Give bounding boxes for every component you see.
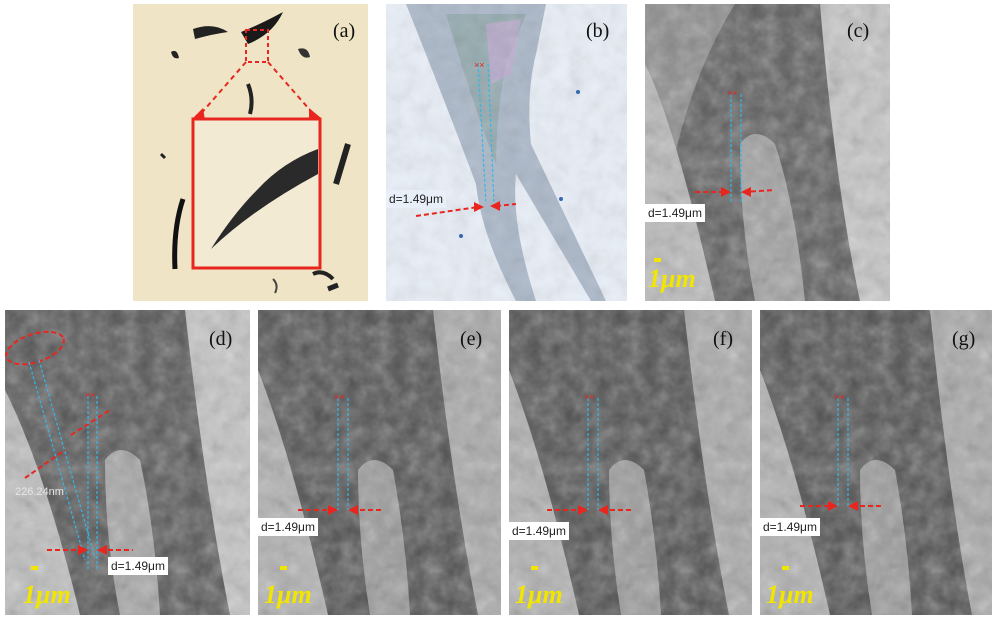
svg-text:××: ××: [727, 88, 738, 98]
panel-g-image: ××: [760, 310, 992, 615]
panel-a-image: [133, 4, 368, 301]
panel-f-scale-label: 1μm: [515, 580, 563, 609]
svg-text:××: ××: [334, 392, 345, 402]
panel-d-scale-bar: [31, 566, 38, 570]
panel-c-scale-bar: [654, 258, 661, 262]
panel-d-annotation: 226.24nm: [15, 486, 64, 498]
panel-e-label: (e): [460, 328, 483, 350]
panel-a-optical-overview: (a): [133, 4, 368, 301]
panel-c-measurement: d=1.49μm: [645, 204, 705, 222]
panel-b-optical-image: ×× (b) d=1.49μm: [386, 4, 627, 301]
panel-c-scale-label: 1μm: [648, 264, 696, 293]
panel-c-label: (c): [847, 20, 870, 42]
panel-b-measurement: d=1.49μm: [386, 190, 446, 208]
panel-a-label: (a): [333, 20, 356, 42]
panel-d-hologram: ×× (d) 226.24nm d=1.49μm 1μm: [5, 310, 250, 615]
panel-c-hologram: ×× (c) d=1.49μm 1μm: [645, 4, 890, 301]
panel-d-measurement: d=1.49μm: [108, 557, 168, 575]
panel-f-label: (f): [713, 328, 733, 350]
svg-text:××: ××: [474, 60, 485, 70]
panel-g-scale-label: 1μm: [766, 580, 814, 609]
panel-e-scale-bar: [280, 566, 287, 570]
panel-b-image: ××: [386, 4, 627, 301]
panel-f-scale-bar: [531, 566, 538, 570]
panel-f-image: ××: [509, 310, 752, 615]
svg-text:××: ××: [834, 392, 845, 402]
panel-b-label: (b): [586, 20, 610, 42]
svg-text:××: ××: [85, 390, 96, 400]
panel-e-scale-label: 1μm: [264, 580, 312, 609]
panel-g-scale-bar: [782, 566, 789, 570]
panel-g-measurement: d=1.49μm: [760, 518, 820, 536]
panel-f-measurement: d=1.49μm: [509, 522, 569, 540]
panel-f-hologram: ×× (f) d=1.49μm 1μm: [509, 310, 752, 615]
panel-g-hologram: ×× (g) d=1.49μm 1μm: [760, 310, 992, 615]
panel-c-image: ××: [645, 4, 890, 301]
svg-text:××: ××: [584, 392, 595, 402]
panel-d-label: (d): [209, 328, 233, 350]
panel-e-measurement: d=1.49μm: [258, 518, 318, 536]
panel-e-hologram: ×× (e) d=1.49μm 1μm: [258, 310, 501, 615]
panel-d-scale-label: 1μm: [23, 580, 71, 609]
panel-g-label: (g): [952, 328, 976, 350]
panel-e-image: ××: [258, 310, 501, 615]
